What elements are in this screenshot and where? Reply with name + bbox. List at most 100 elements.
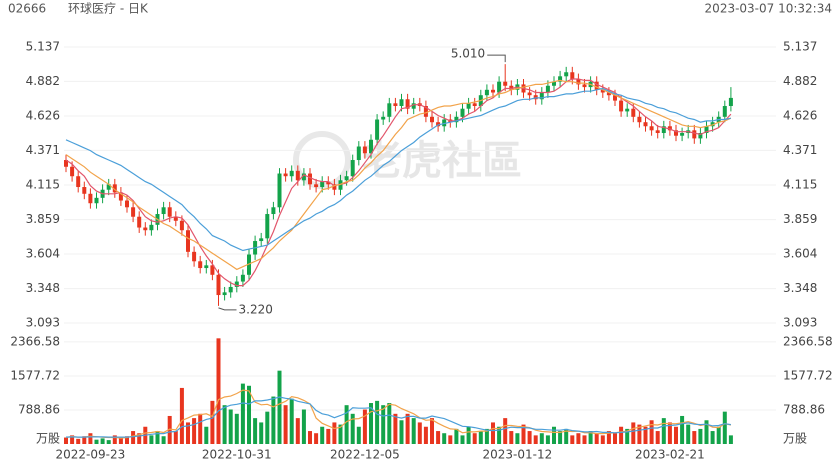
volume-bar [369,403,373,444]
candle-body [350,160,355,177]
y-tick-label-right: 2366.58 [783,334,833,348]
volume-bar [564,428,569,444]
x-tick-label: 2022-09-23 [56,448,126,462]
y-tick-label: 4.115 [26,178,60,192]
candle-body [692,130,697,139]
candle-body [527,92,532,96]
candle-body [344,176,349,181]
volume-bar [204,426,209,444]
candle-body [472,103,477,107]
volume-bar [613,433,617,444]
x-tick-label: 2022-10-31 [202,448,272,462]
y-tick-label: 5.137 [26,40,60,54]
y-tick-label: 4.626 [26,109,60,123]
y-tick-label-right: 3.093 [783,316,817,330]
candle-body [234,281,239,287]
volume-bar [423,426,428,444]
high-leader [487,54,506,63]
candle-body [192,251,197,262]
volume-bar [649,420,654,444]
y-tick-label-right: 4.626 [783,109,817,123]
volume-bar [100,438,105,444]
y-tick-label-right: 4.882 [783,74,817,88]
volume-bar [295,418,300,444]
volume-bar [393,413,398,444]
candle-body [210,265,215,275]
volume-bar [64,437,68,444]
volume-bar [301,409,306,444]
candle-body [216,274,221,296]
volume-bar [606,431,611,444]
volume-bar [253,418,258,444]
low-leader [218,307,237,311]
ma-line [65,396,731,438]
candle-body [375,119,380,140]
candle-body [356,146,361,161]
volume-bar [417,422,422,444]
volume-bar [356,426,361,444]
x-tick-label: 2023-01-12 [483,448,553,462]
volume-bar [387,403,392,444]
unit-label-right: 万股 [783,432,807,446]
candle-body [362,146,367,154]
volume-bar [137,433,142,444]
candle-body [88,193,93,204]
candle-body [271,207,276,215]
candle-body [423,106,428,117]
volume-bar [411,418,416,444]
volume-bar [545,435,550,444]
candle-body [649,126,654,131]
y-tick-label: 788.86 [18,402,60,416]
volume-bar [314,433,319,444]
candle-body [637,116,642,123]
volume-bar [576,433,581,444]
candle-body [125,200,129,208]
volume-bar [277,370,282,444]
candle-body [137,216,142,228]
volume-bar [131,431,136,444]
volume-bar [283,405,288,444]
y-tick-label-right: 3.348 [783,281,817,295]
y-tick-label-right: 788.86 [783,402,825,416]
volume-bar [600,435,605,444]
candle-body [149,224,154,231]
volume-bar [710,431,715,444]
candle-body [722,106,727,117]
candle-body [491,89,495,93]
high-label: 5.010 [451,47,485,61]
candle-body [247,254,251,275]
candle-body [308,173,312,185]
volume-bar [692,431,697,444]
volume-bar [527,431,532,444]
volume-bar [436,431,441,444]
volume-bar [125,436,129,444]
candle-body [442,119,447,127]
candle-body [509,85,514,90]
candle-body [399,99,404,107]
volume-bar [509,431,514,444]
candle-body [259,238,264,242]
candle-body [118,192,123,201]
candle-body [454,116,459,123]
candle-body [606,92,611,96]
volume-bar [466,426,471,444]
volume-bar [198,413,203,444]
candle-body [600,89,605,93]
y-tick-label: 4.371 [26,143,60,157]
volume-bar [722,411,727,444]
candle-body [674,130,678,136]
volume-bar [192,418,197,444]
x-tick-label: 2022-12-05 [330,448,400,462]
volume-bar [88,433,93,444]
volume-bar [320,426,325,444]
candle-body [704,126,709,134]
volume-bar [167,415,172,444]
y-tick-label-right: 3.859 [783,212,817,226]
volume-bar [539,433,544,444]
y-tick-label: 2366.58 [10,334,60,348]
volume-bar [381,405,386,444]
volume-bar [228,409,233,444]
volume-bar [716,426,721,444]
volume-bar [460,435,465,444]
candle-body [631,108,636,117]
